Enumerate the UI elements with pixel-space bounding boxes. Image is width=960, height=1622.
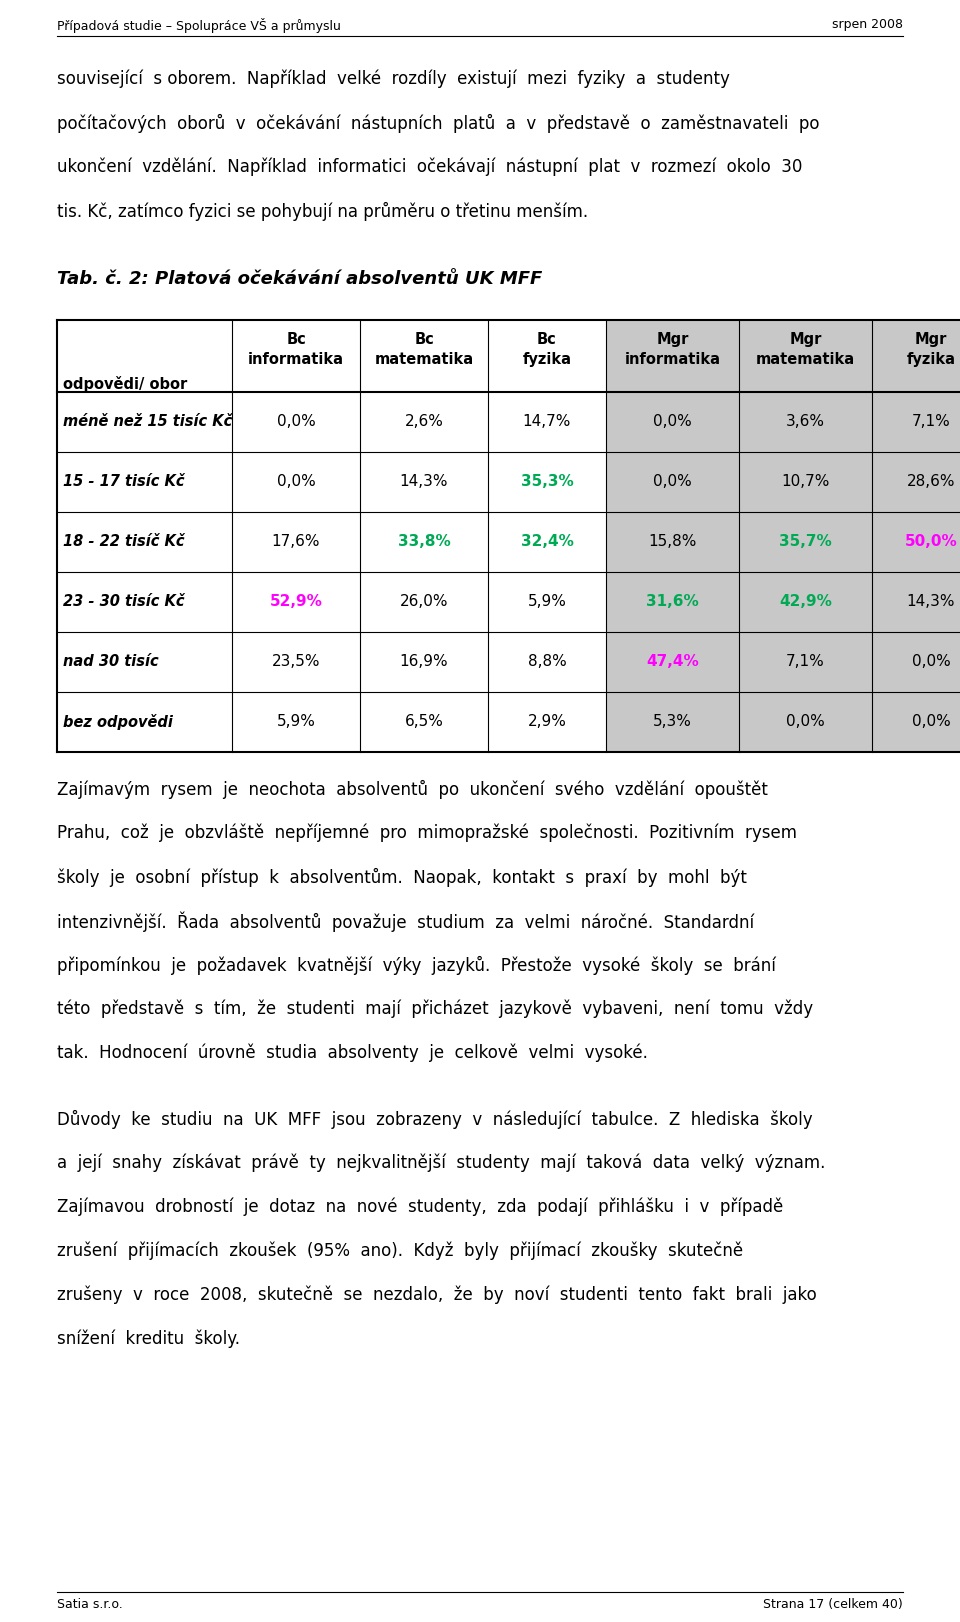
Text: 28,6%: 28,6% xyxy=(907,474,955,488)
Text: 16,9%: 16,9% xyxy=(399,654,448,668)
Text: odpovědi/ obor: odpovědi/ obor xyxy=(63,376,187,393)
Text: bez odpovědi: bez odpovědi xyxy=(63,714,173,730)
Text: 35,3%: 35,3% xyxy=(520,474,573,488)
Text: 0,0%: 0,0% xyxy=(276,474,316,488)
Text: 23,5%: 23,5% xyxy=(272,654,321,668)
Text: 3,6%: 3,6% xyxy=(786,414,825,428)
Text: 23 - 30 tisíc Kč: 23 - 30 tisíc Kč xyxy=(63,594,184,608)
Text: 14,3%: 14,3% xyxy=(399,474,448,488)
Text: fyzika: fyzika xyxy=(522,352,571,367)
Text: zrušení  přijímacích  zkoušek  (95%  ano).  Když  byly  přijímací  zkoušky  skut: zrušení přijímacích zkoušek (95% ano). K… xyxy=(57,1242,743,1260)
Text: 31,6%: 31,6% xyxy=(646,594,699,608)
Text: 5,9%: 5,9% xyxy=(276,714,316,728)
Text: fyzika: fyzika xyxy=(906,352,955,367)
Text: zrušeny  v  roce  2008,  skutečně  se  nezdalo,  že  by  noví  studenti  tento  : zrušeny v roce 2008, skutečně se nezdalo… xyxy=(57,1286,817,1304)
Text: ukončení  vzdělání.  Například  informatici  očekávají  nástupní  plat  v  rozme: ukončení vzdělání. Například informatici… xyxy=(57,157,803,177)
Text: Bc: Bc xyxy=(286,333,306,347)
Text: srpen 2008: srpen 2008 xyxy=(832,18,903,31)
Text: Prahu,  což  je  obzvláště  nepříjemné  pro  mimopražské  společnosti.  Pozitivn: Prahu, což je obzvláště nepříjemné pro m… xyxy=(57,824,797,842)
Text: 15,8%: 15,8% xyxy=(648,534,697,548)
Text: méně než 15 tisíc Kč: méně než 15 tisíc Kč xyxy=(63,414,232,428)
Text: 47,4%: 47,4% xyxy=(646,654,699,668)
Text: Mgr: Mgr xyxy=(657,333,688,347)
Text: 5,9%: 5,9% xyxy=(528,594,566,608)
Text: 18 - 22 tisíč Kč: 18 - 22 tisíč Kč xyxy=(63,534,184,548)
Text: tis. Kč, zatímco fyzici se pohybují na průměru o třetinu menším.: tis. Kč, zatímco fyzici se pohybují na p… xyxy=(57,203,588,221)
Text: 0,0%: 0,0% xyxy=(912,654,950,668)
Text: Důvody  ke  studiu  na  UK  MFF  jsou  zobrazeny  v  následující  tabulce.  Z  h: Důvody ke studiu na UK MFF jsou zobrazen… xyxy=(57,1109,812,1129)
Text: počítačových  oborů  v  očekávání  nástupních  platů  a  v  představě  o  zaměst: počítačových oborů v očekávání nástupníc… xyxy=(57,114,820,133)
Text: Zajímavým  rysem  je  neochota  absolventů  po  ukončení  svého  vzdělání  opouš: Zajímavým rysem je neochota absolventů p… xyxy=(57,780,768,800)
Text: 2,9%: 2,9% xyxy=(528,714,566,728)
Text: 42,9%: 42,9% xyxy=(780,594,832,608)
Text: 10,7%: 10,7% xyxy=(781,474,829,488)
Text: školy  je  osobní  přístup  k  absolventům.  Naopak,  kontakt  s  praxí  by  moh: školy je osobní přístup k absolventům. N… xyxy=(57,868,747,887)
Text: informatika: informatika xyxy=(625,352,721,367)
Text: 32,4%: 32,4% xyxy=(520,534,573,548)
Text: matematika: matematika xyxy=(756,352,855,367)
Text: 17,6%: 17,6% xyxy=(272,534,321,548)
Text: 0,0%: 0,0% xyxy=(653,414,692,428)
Text: 15 - 17 tisíc Kč: 15 - 17 tisíc Kč xyxy=(63,474,184,488)
Text: 7,1%: 7,1% xyxy=(912,414,950,428)
Text: Zajímavou  drobností  je  dotaz  na  nové  studenty,  zda  podají  přihlášku  i : Zajímavou drobností je dotaz na nové stu… xyxy=(57,1199,783,1216)
Text: 0,0%: 0,0% xyxy=(653,474,692,488)
Text: 0,0%: 0,0% xyxy=(276,414,316,428)
Text: 52,9%: 52,9% xyxy=(270,594,323,608)
Text: Mgr: Mgr xyxy=(789,333,822,347)
Text: Strana 17 (celkem 40): Strana 17 (celkem 40) xyxy=(763,1598,903,1611)
Text: 0,0%: 0,0% xyxy=(912,714,950,728)
Text: Případová studie – Spolupráce VŠ a průmyslu: Případová studie – Spolupráce VŠ a průmy… xyxy=(57,18,341,32)
Text: intenzivnější.  Řada  absolventů  považuje  studium  za  velmi  náročné.  Standa: intenzivnější. Řada absolventů považuje … xyxy=(57,912,755,933)
Text: 6,5%: 6,5% xyxy=(404,714,444,728)
Text: 5,3%: 5,3% xyxy=(653,714,692,728)
Text: informatika: informatika xyxy=(248,352,344,367)
Text: 14,3%: 14,3% xyxy=(907,594,955,608)
Text: Bc: Bc xyxy=(414,333,434,347)
Text: tak.  Hodnocení  úrovně  studia  absolventy  je  celkově  velmi  vysoké.: tak. Hodnocení úrovně studia absolventy … xyxy=(57,1045,648,1062)
Text: a  její  snahy  získávat  právě  ty  nejkvalitnější  studenty  mají  taková  dat: a její snahy získávat právě ty nejkvalit… xyxy=(57,1153,826,1173)
Text: 2,6%: 2,6% xyxy=(404,414,444,428)
Bar xyxy=(606,320,960,753)
Text: této  představě  s  tím,  že  studenti  mají  přicházet  jazykově  vybaveni,  ne: této představě s tím, že studenti mají p… xyxy=(57,1001,813,1019)
Text: připomínkou  je  požadavek  kvatnější  výky  jazyků.  Přestože  vysoké  školy  s: připomínkou je požadavek kvatnější výky … xyxy=(57,955,776,975)
Text: nad 30 tisíc: nad 30 tisíc xyxy=(63,654,158,668)
Text: 35,7%: 35,7% xyxy=(780,534,832,548)
Text: snížení  kreditu  školy.: snížení kreditu školy. xyxy=(57,1330,240,1348)
Text: Bc: Bc xyxy=(538,333,557,347)
Text: matematika: matematika xyxy=(374,352,473,367)
Text: 33,8%: 33,8% xyxy=(397,534,450,548)
Text: Mgr: Mgr xyxy=(915,333,948,347)
Text: 50,0%: 50,0% xyxy=(904,534,957,548)
Text: související  s oborem.  Například  velké  rozdíly  existují  mezi  fyziky  a  st: související s oborem. Například velké ro… xyxy=(57,70,730,89)
Text: Satia s.r.o.: Satia s.r.o. xyxy=(57,1598,123,1611)
Text: 7,1%: 7,1% xyxy=(786,654,825,668)
Text: 26,0%: 26,0% xyxy=(399,594,448,608)
Text: 8,8%: 8,8% xyxy=(528,654,566,668)
Text: Tab. č. 2: Platová očekávání absolventů UK MFF: Tab. č. 2: Platová očekávání absolventů … xyxy=(57,269,542,289)
Text: 14,7%: 14,7% xyxy=(523,414,571,428)
Text: 0,0%: 0,0% xyxy=(786,714,825,728)
